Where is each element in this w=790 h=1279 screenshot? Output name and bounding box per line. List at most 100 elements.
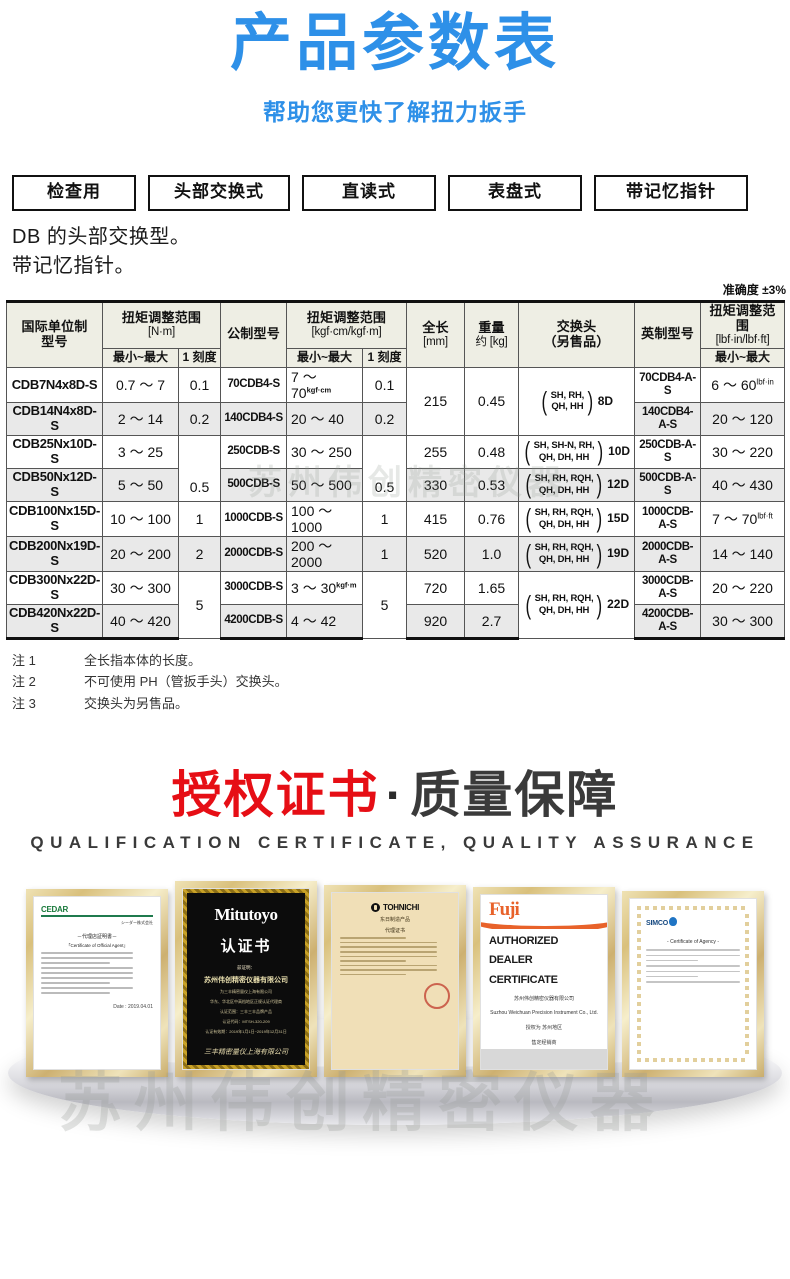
table-row: CDB7N4x8D-S 0.7 ～ 7 0.1 70CDB4-S 7 ～ 70k… xyxy=(6,366,786,436)
cell-length: 520 xyxy=(406,535,466,573)
tag-interchangeable-head[interactable]: 头部交换式 xyxy=(148,175,290,211)
th-torque-nm: 扭矩调整范围 [N·m] xyxy=(101,299,222,350)
cell-lbf-range: 30 ～ 220 xyxy=(700,434,786,469)
cell-kgf-step: 0.2 xyxy=(362,402,408,436)
cell-metric-model: 2000CDB-S xyxy=(220,535,288,573)
text-line xyxy=(41,982,111,985)
table-row: CDB50Nx12D-S 5 ～ 50 500CDB-S 50 ～ 500 33… xyxy=(6,467,786,502)
mitutoyo-title: 认证书 xyxy=(220,938,272,956)
cell-head-set: ( SH, RH, RQH, QH, DH, HH ) 19D xyxy=(518,535,636,573)
mitutoyo-line-c: 认证范围：三丰三丰品牌产品 xyxy=(220,1009,272,1015)
certificate-subtitle: QUALIFICATION CERTIFICATE, QUALITY ASSUR… xyxy=(30,833,760,853)
cell-kgf-step: 1 xyxy=(362,500,408,537)
tag-memory-pointer[interactable]: 带记忆指针 xyxy=(594,175,748,211)
head-code: 8D xyxy=(597,393,614,408)
th-metric-model: 公制型号 xyxy=(220,299,288,368)
th-torque-lbf: 扭矩调整范围 [lbf·in/lbf·ft] xyxy=(700,299,786,350)
tohnichi-line-a: 东日制造产品 xyxy=(379,917,410,924)
cell-si-model: CDB420Nx22D-S xyxy=(6,603,103,640)
cell-nm-range: 10 ～ 100 xyxy=(102,500,179,537)
footnote-key: 注 1 xyxy=(12,652,36,668)
cell-nm-step: 0.1 xyxy=(177,366,222,404)
cell-weight: 0.53 xyxy=(464,467,520,502)
cell-metric-model: 250CDB-S xyxy=(220,434,288,469)
footnote-text: 不可使用 PH（管扳手头）交换头。 xyxy=(84,674,288,690)
mitutoyo-line-b: 华东、华北区中高档地区正规认证代理商 xyxy=(210,999,282,1005)
cell-kgf-step: 0.5 xyxy=(362,434,408,502)
cell-si-model: CDB14N4x8D-S xyxy=(6,402,103,436)
th-imperial-model: 英制型号 xyxy=(634,299,702,368)
text-line xyxy=(646,959,698,962)
page-header: 产品参数表 帮助您更快了解扭力扳手 xyxy=(0,0,790,127)
cell-kgf-range: 200 ～ 2000 xyxy=(286,535,364,573)
head-line-2: QH, DH, HH xyxy=(538,484,590,496)
text-line xyxy=(646,949,740,951)
fuji-logo: Fuji xyxy=(489,899,520,921)
text-line xyxy=(646,976,698,978)
intro-line-2: 带记忆指针。 xyxy=(12,254,135,277)
cell-kgf-step: 0.1 xyxy=(362,366,408,404)
spec-table-wrapper: 国际单位制 型号 扭矩调整范围 [N·m] 公制型号 扭矩调整范围 [kgf·c… xyxy=(6,299,786,640)
tag-inspection-use[interactable]: 检查用 xyxy=(12,175,136,211)
certificate-frame-simco[interactable]: SIMCO - Certificate of Agency - xyxy=(622,891,764,1078)
cell-imperial-model: 70CDB4-A-S xyxy=(634,366,702,404)
text-line xyxy=(646,981,740,983)
cell-head-set: ( SH, SH-N, RH, QH, DH, HH ) 10D xyxy=(518,434,636,469)
cedar-brand: CEDAR xyxy=(41,905,68,915)
certificate-frame-fuji[interactable]: Fuji AUTHORIZED DEALER CERTIFICATE 苏州伟创精… xyxy=(473,887,615,1078)
paren-close: ) xyxy=(587,386,594,416)
table-header-row-2: 最小~最大 1 刻度 最小~最大 1 刻度 最小~最大 xyxy=(7,348,786,368)
text-line xyxy=(340,973,406,976)
head-line-2: QH, DH, HH xyxy=(538,518,590,530)
cell-imperial-model: 500CDB-A-S xyxy=(634,467,702,502)
text-line xyxy=(340,955,437,958)
paren-open: ( xyxy=(525,503,532,534)
th-kgf-minmax: 最小~最大 xyxy=(286,348,364,368)
text-line xyxy=(646,970,740,973)
head-code: 22D xyxy=(607,597,630,612)
tag-direct-reading[interactable]: 直读式 xyxy=(302,175,436,211)
cedar-signature-date: Date : 2019.04.01 xyxy=(113,1004,153,1011)
table-header-row-1: 国际单位制 型号 扭矩调整范围 [N·m] 公制型号 扭矩调整范围 [kgf·c… xyxy=(6,299,786,368)
text-line xyxy=(41,972,133,975)
cell-kgf-step: 5 xyxy=(362,571,408,639)
cell-head-set: ( SH, RH, RQH, QH, DH, HH ) 22D xyxy=(518,571,636,639)
tohnichi-brand: TOHNICHI xyxy=(382,903,420,913)
cell-metric-model: 4200CDB-S xyxy=(220,603,288,640)
text-line xyxy=(41,967,133,970)
table-row: CDB14N4x8D-S 2 ～ 14 0.2 140CDB4-S 20 ～ 4… xyxy=(6,402,786,436)
fuji-title-line-3: CERTIFICATE xyxy=(489,973,558,986)
simco-title: - Certificate of Agency - xyxy=(667,939,719,946)
certificate-frame-cedar[interactable]: CEDAR シーダー株式会社 －代理店証明書－ 「Certificate of … xyxy=(26,889,168,1078)
head-line-2: QH, DH, HH xyxy=(538,553,590,565)
cell-lbf-range: 20 ～ 120 xyxy=(700,402,786,436)
th-weight: 重量 约 [kg] xyxy=(464,299,520,368)
text-line xyxy=(340,946,437,948)
cell-nm-range: 5 ～ 50 xyxy=(102,467,179,502)
paren-close: ) xyxy=(596,469,603,500)
certificate-frame-mitutoyo[interactable]: Mitutoyo 认证书 兹证明： 苏州伟创精密仪器有限公司 为三丰精密量仪上海… xyxy=(175,881,317,1078)
cell-si-model: CDB100Nx15D-S xyxy=(6,500,103,537)
cell-lbf-range: 40 ～ 430 xyxy=(700,467,786,502)
intro-text: DB 的头部交换型。 带记忆指针。 xyxy=(12,223,790,281)
cell-nm-range: 20 ～ 200 xyxy=(102,535,179,573)
cell-length: 215 xyxy=(406,366,466,436)
footnote-text: 交换头为另售品。 xyxy=(84,695,189,711)
cedar-title-en: 「Certificate of Official Agent」 xyxy=(66,943,128,949)
th-si-model: 国际单位制 型号 xyxy=(6,299,103,368)
paren-close: ) xyxy=(596,589,603,620)
cell-nm-range: 40 ～ 420 xyxy=(102,603,179,640)
cell-imperial-model: 3000CDB-A-S xyxy=(634,571,702,605)
certificate-frame-tohnichi[interactable]: TOHNICHI 东日制造产品 代理证书 xyxy=(324,885,466,1078)
cell-nm-step: 0.5 xyxy=(177,434,222,502)
head-code: 10D xyxy=(608,443,631,458)
text-line xyxy=(41,957,133,960)
head-line-1: SH, SH-N, RH, xyxy=(533,440,595,451)
tohnichi-line-b: 代理证书 xyxy=(384,928,405,935)
cell-length: 415 xyxy=(406,500,466,537)
fuji-auth-zh: 授权为 苏州地区 xyxy=(525,1024,563,1031)
certificate-display-stage: CEDAR シーダー株式会社 －代理店証明書－ 「Certificate of … xyxy=(0,871,790,1151)
footnote-key: 注 3 xyxy=(12,695,36,711)
cedar-title-jp: －代理店証明書－ xyxy=(76,934,117,941)
tag-dial-type[interactable]: 表盘式 xyxy=(448,175,582,211)
